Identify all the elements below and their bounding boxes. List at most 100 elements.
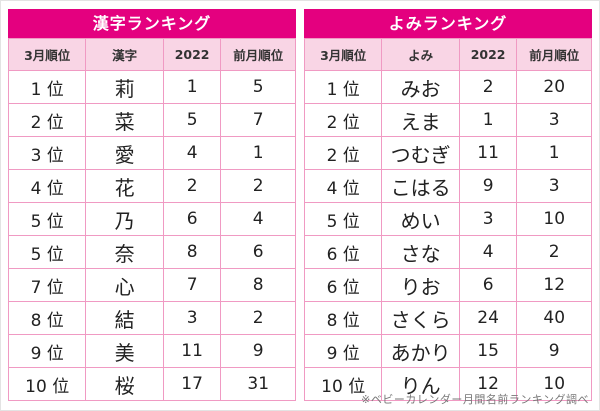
table-row: 4 位こはる 9 3 bbox=[303, 169, 592, 203]
rank-cell: 8 位 bbox=[7, 301, 87, 335]
year-2022-cell: 24 bbox=[458, 301, 518, 335]
column-header: 3月順位 bbox=[7, 38, 87, 71]
prev-month-rank-cell: 7 bbox=[220, 103, 296, 137]
name-cell: 花 bbox=[85, 169, 164, 203]
column-header: 2022 bbox=[458, 38, 518, 71]
table-row: 1 位みお 2 20 bbox=[303, 70, 592, 104]
name-cell: りお bbox=[381, 268, 460, 302]
year-2022-cell: 2 bbox=[162, 169, 222, 203]
prev-month-rank-cell: 1 bbox=[516, 136, 592, 170]
prev-month-rank-cell: 10 bbox=[516, 367, 592, 401]
year-2022-cell: 11 bbox=[162, 334, 222, 368]
yomi-ranking-grid: 3月順位 よみ 2022 前月順位 1 位みお 2 20 2 位えま 1 3 2 位つむぎ 11 1 4… bbox=[303, 38, 592, 401]
name-cell: こはる bbox=[381, 169, 460, 203]
header-row: 3月順位 漢字 2022 前月順位 bbox=[7, 38, 296, 71]
name-cell: さくら bbox=[381, 301, 460, 335]
prev-month-rank-cell: 2 bbox=[220, 169, 296, 203]
prev-month-rank-cell: 9 bbox=[516, 334, 592, 368]
yomi-ranking-table: よみランキング 3月順位 よみ 2022 前月順位 1 位みお 2 20 2 位えま 1 3 2 … bbox=[303, 9, 592, 401]
name-cell: つむぎ bbox=[381, 136, 460, 170]
name-cell: 菜 bbox=[85, 103, 164, 137]
table-row: 2 位つむぎ 11 1 bbox=[303, 136, 592, 170]
rank-cell: 4 位 bbox=[303, 169, 383, 203]
prev-month-rank-cell: 2 bbox=[220, 301, 296, 335]
year-2022-cell: 7 bbox=[162, 268, 222, 302]
rank-cell: 10 位 bbox=[303, 367, 383, 401]
rank-cell: 6 位 bbox=[303, 268, 383, 302]
kanji-ranking-title: 漢字ランキング bbox=[8, 9, 296, 38]
name-cell: えま bbox=[381, 103, 460, 137]
prev-month-rank-cell: 20 bbox=[516, 70, 592, 104]
year-2022-cell: 2 bbox=[458, 70, 518, 104]
column-header: 前月順位 bbox=[220, 38, 296, 71]
rank-cell: 9 位 bbox=[303, 334, 383, 368]
prev-month-rank-cell: 1 bbox=[220, 136, 296, 170]
prev-month-rank-cell: 10 bbox=[516, 202, 592, 236]
rank-cell: 10 位 bbox=[7, 367, 87, 401]
table-row: 9 位あかり 15 9 bbox=[303, 334, 592, 368]
table-row: 6 位りお 6 12 bbox=[303, 268, 592, 302]
yomi-ranking-title: よみランキング bbox=[304, 9, 592, 38]
table-row: 6 位さな 4 2 bbox=[303, 235, 592, 269]
rank-cell: 2 位 bbox=[7, 103, 87, 137]
prev-month-rank-cell: 4 bbox=[220, 202, 296, 236]
rank-cell: 3 位 bbox=[7, 136, 87, 170]
name-cell: めい bbox=[381, 202, 460, 236]
name-cell: 美 bbox=[85, 334, 164, 368]
year-2022-cell: 8 bbox=[162, 235, 222, 269]
table-row: 10 位桜 17 31 bbox=[7, 367, 296, 401]
table-row: 2 位えま 1 3 bbox=[303, 103, 592, 137]
name-cell: 桜 bbox=[85, 367, 164, 401]
table-row: 10 位りん 12 10 bbox=[303, 367, 592, 401]
name-cell: 心 bbox=[85, 268, 164, 302]
year-2022-cell: 11 bbox=[458, 136, 518, 170]
rank-cell: 9 位 bbox=[7, 334, 87, 368]
rank-cell: 2 位 bbox=[303, 136, 383, 170]
rank-cell: 1 位 bbox=[7, 70, 87, 104]
prev-month-rank-cell: 3 bbox=[516, 103, 592, 137]
name-cell: 結 bbox=[85, 301, 164, 335]
prev-month-rank-cell: 8 bbox=[220, 268, 296, 302]
prev-month-rank-cell: 12 bbox=[516, 268, 592, 302]
prev-month-rank-cell: 31 bbox=[220, 367, 296, 401]
name-cell: 愛 bbox=[85, 136, 164, 170]
column-header: 3月順位 bbox=[303, 38, 383, 71]
rank-cell: 1 位 bbox=[303, 70, 383, 104]
year-2022-cell: 4 bbox=[458, 235, 518, 269]
column-header: 漢字 bbox=[85, 38, 164, 71]
rank-cell: 5 位 bbox=[7, 202, 87, 236]
rank-cell: 6 位 bbox=[303, 235, 383, 269]
year-2022-cell: 17 bbox=[162, 367, 222, 401]
table-row: 9 位美 11 9 bbox=[7, 334, 296, 368]
year-2022-cell: 1 bbox=[162, 70, 222, 104]
rank-cell: 2 位 bbox=[303, 103, 383, 137]
year-2022-cell: 9 bbox=[458, 169, 518, 203]
year-2022-cell: 1 bbox=[458, 103, 518, 137]
prev-month-rank-cell: 9 bbox=[220, 334, 296, 368]
header-row: 3月順位 よみ 2022 前月順位 bbox=[303, 38, 592, 71]
year-2022-cell: 6 bbox=[162, 202, 222, 236]
year-2022-cell: 4 bbox=[162, 136, 222, 170]
name-cell: 莉 bbox=[85, 70, 164, 104]
column-header: 2022 bbox=[162, 38, 222, 71]
prev-month-rank-cell: 6 bbox=[220, 235, 296, 269]
name-cell: みお bbox=[381, 70, 460, 104]
table-row: 5 位めい 3 10 bbox=[303, 202, 592, 236]
prev-month-rank-cell: 2 bbox=[516, 235, 592, 269]
rank-cell: 5 位 bbox=[303, 202, 383, 236]
column-header: よみ bbox=[381, 38, 460, 71]
rank-cell: 5 位 bbox=[7, 235, 87, 269]
prev-month-rank-cell: 40 bbox=[516, 301, 592, 335]
year-2022-cell: 3 bbox=[458, 202, 518, 236]
